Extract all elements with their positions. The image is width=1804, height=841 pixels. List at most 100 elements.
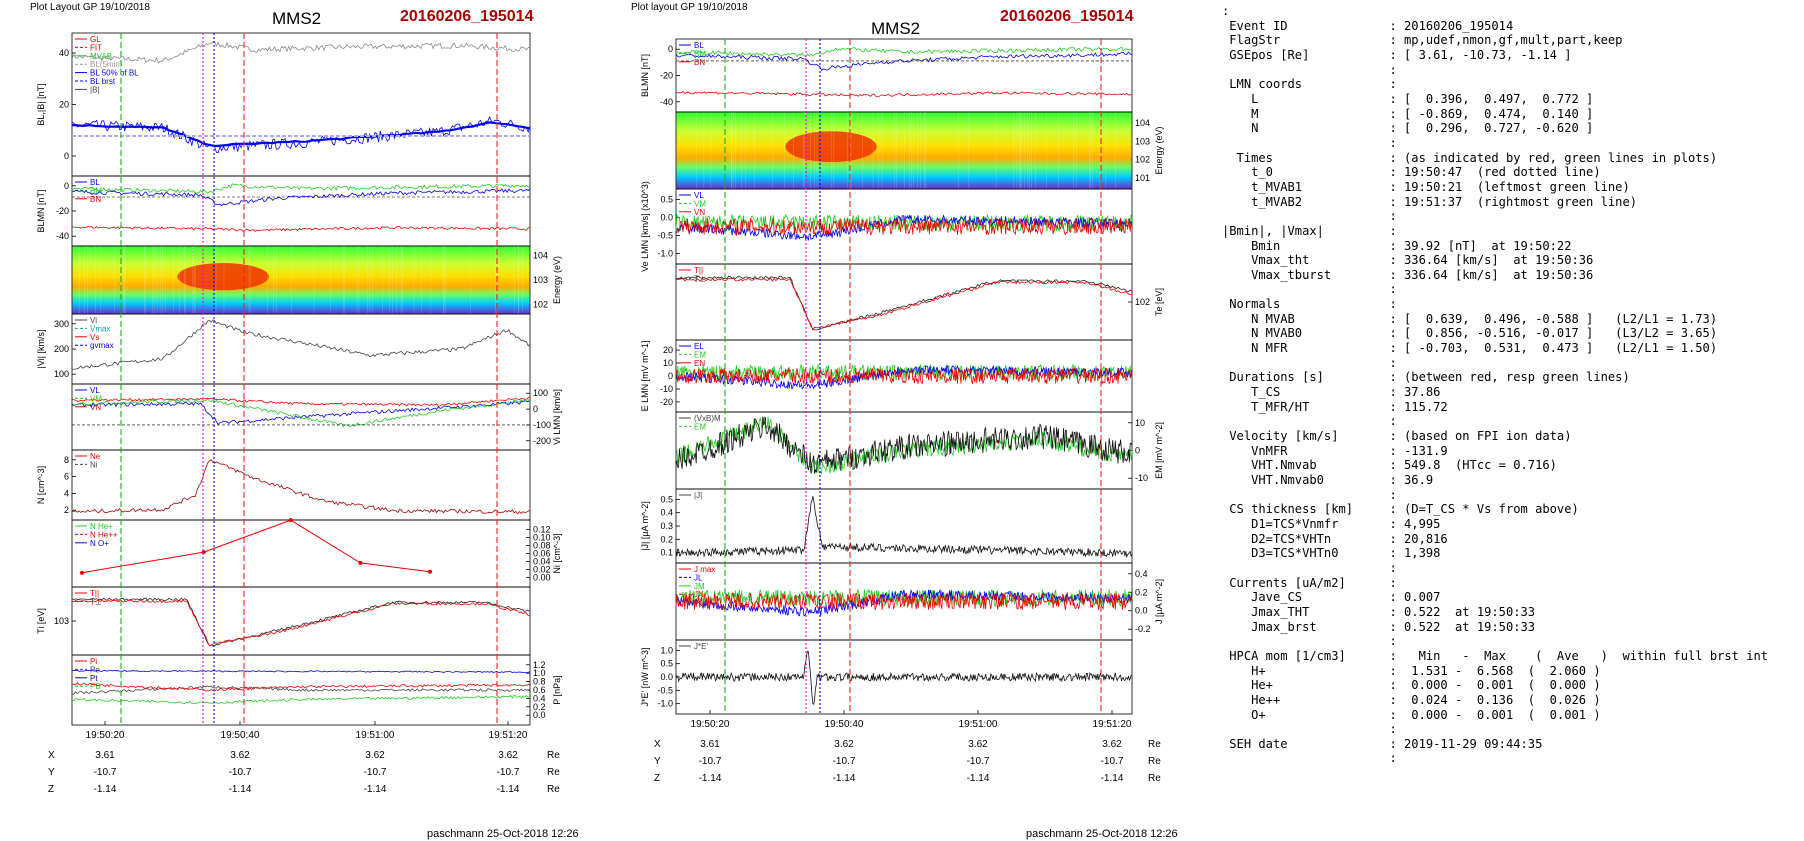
figure-left-position-unit: Re xyxy=(547,784,560,795)
figure-right-ytick-label: -1.0 xyxy=(657,249,673,259)
right-plot-caption: Plot layout GP 19/10/2018 xyxy=(631,2,748,13)
figure-right-ytick-label: 1.0 xyxy=(660,645,673,655)
right-panel4-green-line xyxy=(675,363,1133,382)
figure-left-legend-label: Pi xyxy=(90,657,97,666)
left-bl-smooth-line xyxy=(71,121,531,148)
figure-right-ylabel: |J| [µA m^-2] xyxy=(640,501,650,551)
summary-line: LMN coords : xyxy=(1222,77,1397,92)
summary-line: Durations [s] : (between red, resp green… xyxy=(1222,370,1630,385)
figure-right-position-value: -10.7 xyxy=(833,756,856,767)
figure-left-ylabel: BL,|B| [nT] xyxy=(36,83,46,125)
figure-right-position-value: 3.62 xyxy=(968,739,988,750)
summary-line: Times : (as indicated by red, green line… xyxy=(1222,150,1718,165)
left-pb-line xyxy=(71,694,531,704)
figure-left-position-label: X xyxy=(48,750,55,761)
figure-left-legend-label: T|| xyxy=(90,589,99,598)
figure-left-legend-label: |B| xyxy=(90,85,100,94)
figure-left-ytick-label: 20 xyxy=(59,100,69,110)
figure-right-legend-label: J*E' xyxy=(694,642,708,651)
right-tperp-line xyxy=(676,275,1133,331)
summary-line: N : [ 0.296, 0.727, -0.620 ] xyxy=(1222,121,1594,136)
summary-line: : xyxy=(1222,209,1397,224)
figure-right-ytick-label: 102 xyxy=(1135,155,1150,165)
figure-right-ylabel: Energy (eV) xyxy=(1154,126,1164,174)
right-tpar-line xyxy=(675,277,1133,331)
figure-left-panel-frame xyxy=(71,32,531,177)
figure-left-ytick-label: 103 xyxy=(533,275,548,285)
figure-left-ytick-label: 0.04 xyxy=(533,557,551,567)
figure-right-ylabel: BLMN [nT] xyxy=(640,54,650,97)
summary-line: O+ : 0.000 - 0.001 ( 0.001 ) xyxy=(1222,707,1601,722)
figure-left-legend-label: VN xyxy=(90,403,101,412)
summary-line: Event ID : 20160206_195014 xyxy=(1222,18,1514,33)
figure-right-ytick-label: 0.2 xyxy=(1135,587,1148,597)
figure-right-legend-label: T|| xyxy=(694,266,703,275)
figure-left-ytick-label: -20 xyxy=(56,206,69,216)
right-event-id: 20160206_195014 xyxy=(1000,8,1134,25)
figure-left-position-value: -1.14 xyxy=(94,784,117,795)
figure-left-legend-label: BM xyxy=(90,186,102,195)
figure-right-panel-frame xyxy=(675,188,1133,265)
summary-line: t_MVAB2 : 19:51:37 (rightmost green line… xyxy=(1222,194,1638,209)
figure-left-ytick-label: 8 xyxy=(64,455,69,465)
summary-line: : xyxy=(1222,135,1397,150)
figure-left-legend-label: VL xyxy=(90,386,100,395)
figure-left-position-value: 3.62 xyxy=(498,750,518,761)
figure-right-ytick-label: 0 xyxy=(668,44,673,54)
summary-line: : xyxy=(1222,487,1397,502)
figure-left-legend-label: BL brst xyxy=(90,77,116,86)
figure-left-legend-label: BL(5min) xyxy=(90,60,123,69)
figure-right-position-label: Z xyxy=(654,773,660,784)
figure-left-ytick-label: 0 xyxy=(64,151,69,161)
figure-left-position-value: 3.61 xyxy=(95,750,115,761)
figure-left-ytick-label: 6 xyxy=(64,472,69,482)
summary-line: N MFR : [ -0.703, 0.531, 0.473 ] (L2/L1 … xyxy=(1222,341,1718,356)
figure-left-position-value: -10.7 xyxy=(497,767,520,778)
figure-right-ytick-label: 10 xyxy=(663,358,673,368)
figure-left-legend-label: VM xyxy=(90,394,102,403)
right-panel7-blue-line xyxy=(675,588,1133,617)
summary-line: t_0 : 19:50:47 (red dotted line) xyxy=(1222,165,1601,180)
figure-left-legend-label: FIT xyxy=(90,43,102,52)
summary-line: CS thickness [km] : (D=T_CS * Vs from ab… xyxy=(1222,502,1579,517)
figure-left-legend-label: PB xyxy=(90,682,101,691)
figure-left-ytick-label: 0 xyxy=(533,404,538,414)
figure-left-position-label: Y xyxy=(48,767,55,778)
summary-line: SEH date : 2019-11-29 09:44:35 xyxy=(1222,736,1543,751)
figure-right-ytick-label: -20 xyxy=(660,71,673,81)
figure-right-legend-label: JN xyxy=(694,590,704,599)
figure-right-ytick-label: 0.0 xyxy=(1135,606,1148,616)
figure-left-ylabel: Vi LMN [km/s] xyxy=(552,389,562,445)
figure-right-ytick-label: -0.2 xyxy=(1135,624,1151,634)
figure-left-legend-label: Ni xyxy=(90,460,98,469)
left-pe-line xyxy=(71,685,531,695)
figure-left-legend-label: N He+ xyxy=(90,522,113,531)
figure-left-ylabel: Ni [cm^-3] xyxy=(552,533,562,573)
figure-right-ytick-label: 101 xyxy=(1135,173,1150,183)
summary-line: : xyxy=(1222,634,1397,649)
figure-right-position-value: -10.7 xyxy=(699,756,722,767)
left-vl-line xyxy=(71,400,531,426)
summary-line: Normals : xyxy=(1222,297,1397,312)
figure-right-position-value: -10.7 xyxy=(967,756,990,767)
figure-left-ytick-label: 4 xyxy=(64,488,69,498)
figure-right-ytick-label: 104 xyxy=(1135,118,1150,128)
summary-line: VnMFR : -131.9 xyxy=(1222,443,1448,458)
figure-right-ytick-label: -10 xyxy=(1135,473,1148,483)
figure-right-ytick-label: 0.3 xyxy=(660,521,673,531)
figure-right-ytick-label: -0.5 xyxy=(657,685,673,695)
summary-line: D1=TCS*Vnmfr : 4,995 xyxy=(1222,516,1441,531)
figure-right-position-value: -1.14 xyxy=(1101,773,1124,784)
figure-right-position-value: -10.7 xyxy=(1101,756,1124,767)
figure-left-xtick-label: 19:50:40 xyxy=(221,730,260,741)
summary-line: : xyxy=(1222,722,1397,737)
right-vxb-black-line xyxy=(675,416,1133,474)
left-vn-line xyxy=(71,396,531,407)
figure-right-ytick-label: 0.5 xyxy=(660,195,673,205)
figure-left-panel-frame xyxy=(71,313,531,385)
figure-right-ytick-label: 0.1 xyxy=(660,548,673,558)
figure-left-legend-label: BL xyxy=(90,178,100,187)
summary-line: VHT.Nmvab0 : 36.9 xyxy=(1222,473,1434,487)
figure-right-ylabel: Te [eV] xyxy=(1154,288,1164,316)
figure-right-position-unit: Re xyxy=(1148,756,1161,767)
